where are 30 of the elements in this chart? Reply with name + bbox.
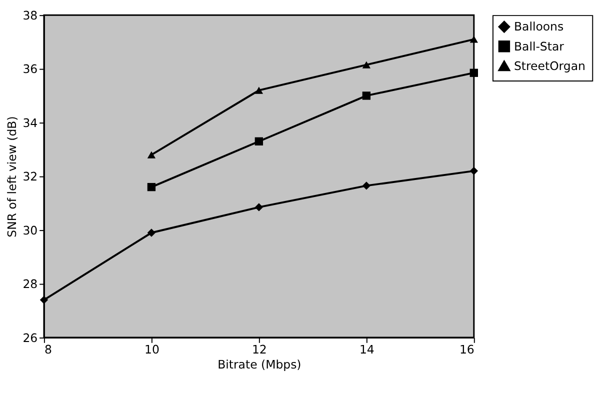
x-tick-label: 12 bbox=[252, 342, 267, 357]
legend-label: Ball-Star bbox=[514, 39, 564, 54]
legend-label: Balloons bbox=[514, 20, 564, 34]
x-tick-label: 16 bbox=[459, 342, 474, 357]
y-tick-label: 28 bbox=[22, 277, 38, 292]
point bbox=[254, 203, 264, 212]
y-tick-label: 34 bbox=[22, 116, 38, 130]
y-tick-label: 30 bbox=[22, 223, 38, 238]
x-tick-label: 10 bbox=[144, 342, 160, 357]
point bbox=[470, 36, 478, 43]
point bbox=[362, 61, 371, 68]
point bbox=[254, 137, 264, 146]
point bbox=[40, 296, 48, 304]
y-tick-label: 38 bbox=[22, 8, 38, 22]
x-axis-title: Bitrate (Mbps) bbox=[218, 357, 302, 372]
point bbox=[254, 86, 264, 94]
point bbox=[470, 68, 478, 77]
point bbox=[147, 228, 156, 237]
x-tick-label: 14 bbox=[359, 342, 374, 357]
point bbox=[362, 182, 371, 190]
point bbox=[147, 182, 156, 192]
y-tick-label: 32 bbox=[22, 170, 38, 184]
y-tick-label: 36 bbox=[22, 62, 38, 76]
y-tick-label: 26 bbox=[22, 330, 38, 345]
point bbox=[470, 166, 478, 176]
legend-label: StreetOrgan bbox=[514, 58, 586, 73]
point bbox=[362, 92, 371, 100]
x-tick-label: 8 bbox=[44, 342, 52, 357]
point bbox=[147, 151, 156, 158]
y-axis-title: SNR of left view (dB) bbox=[4, 116, 19, 238]
